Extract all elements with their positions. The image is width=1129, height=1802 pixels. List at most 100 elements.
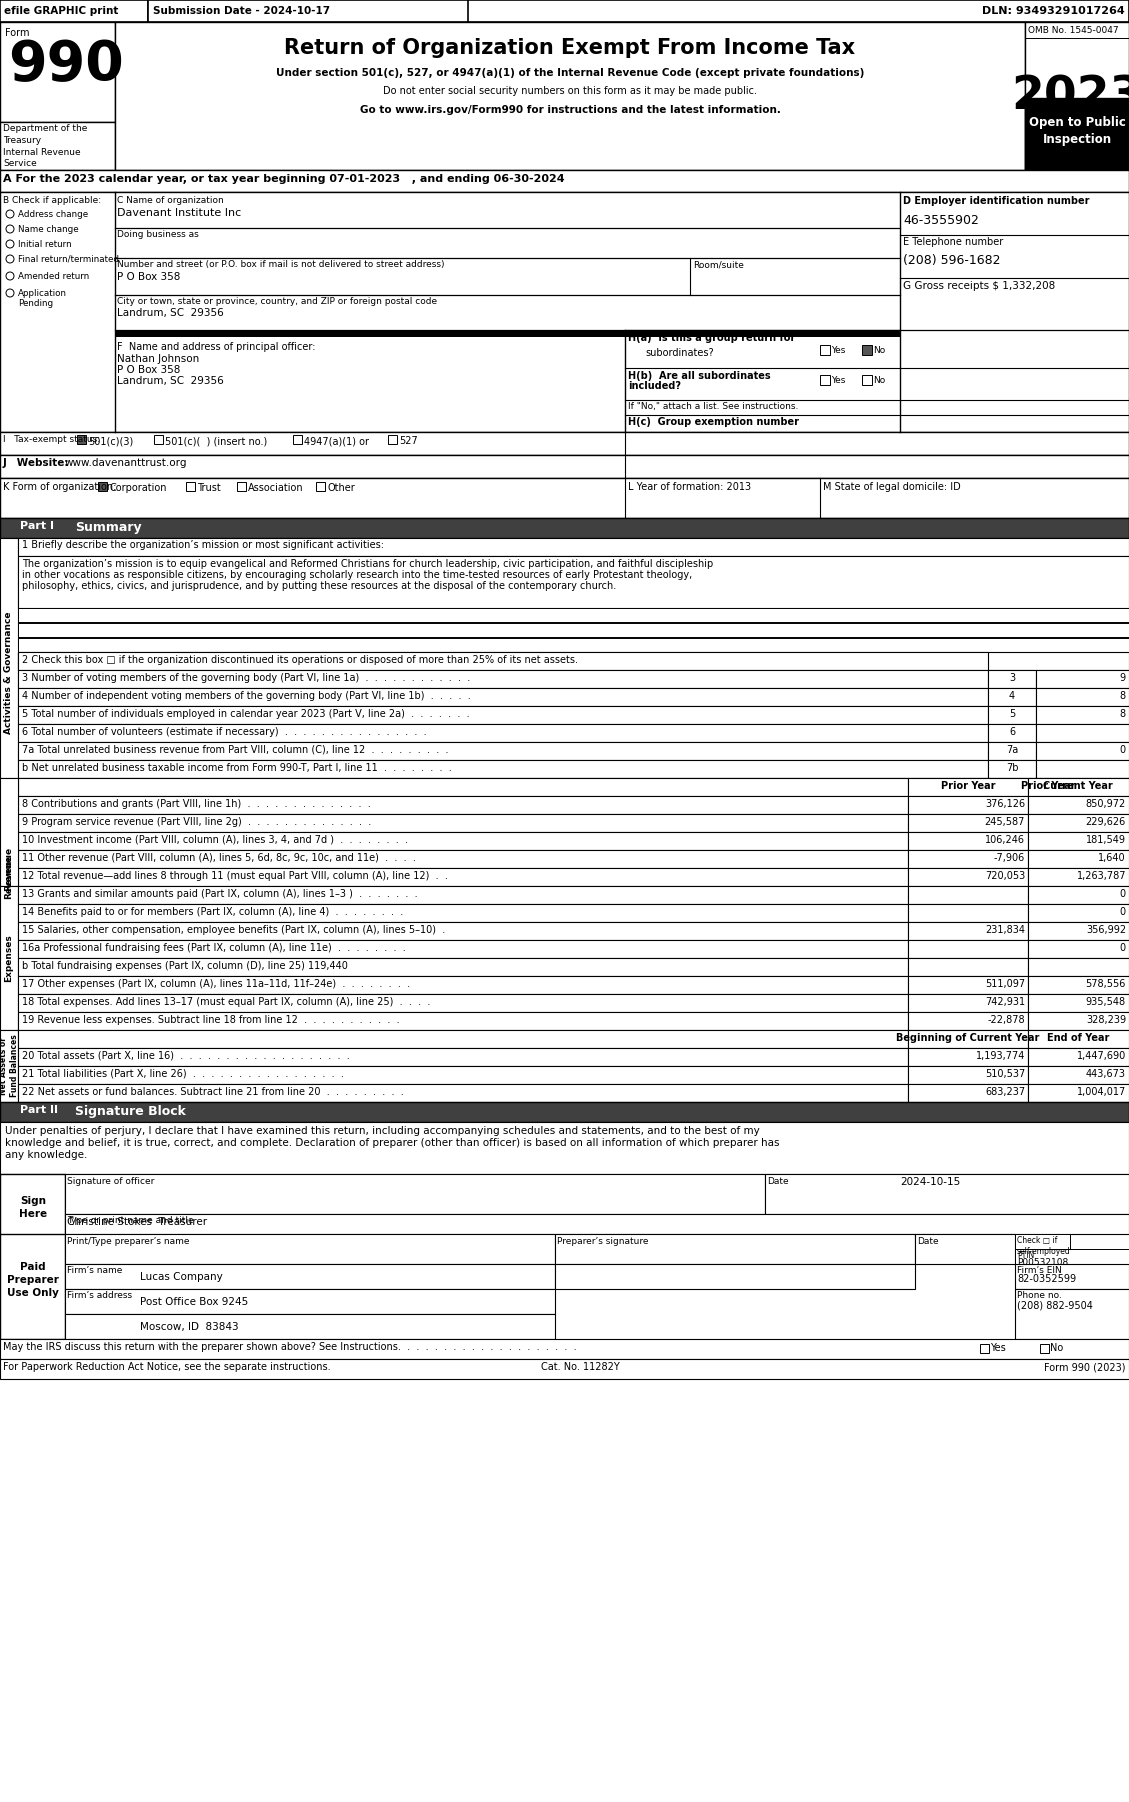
Text: E Telephone number: E Telephone number: [903, 238, 1004, 247]
Bar: [1036, 688, 1129, 706]
Bar: [1036, 670, 1129, 688]
Text: efile GRAPHIC print: efile GRAPHIC print: [5, 5, 119, 16]
Bar: [186, 481, 195, 490]
Text: Under section 501(c), 527, or 4947(a)(1) of the Internal Revenue Code (except pr: Under section 501(c), 527, or 4947(a)(1)…: [275, 68, 864, 77]
Text: 4: 4: [1009, 690, 1015, 701]
Bar: [18, 941, 908, 959]
Bar: [988, 742, 1036, 760]
Text: Amended return: Amended return: [18, 272, 89, 281]
Bar: [154, 434, 163, 443]
Text: 10 Investment income (Part VIII, column (A), lines 3, 4, and 7d )  .  .  .  .  .: 10 Investment income (Part VIII, column …: [21, 834, 408, 845]
Bar: [0, 1123, 1129, 1173]
Text: 14 Benefits paid to or for members (Part IX, column (A), line 4)  .  .  .  .  . : 14 Benefits paid to or for members (Part…: [21, 906, 403, 917]
Text: P O Box 358: P O Box 358: [117, 272, 181, 281]
Bar: [65, 1263, 555, 1288]
Text: 12 Total revenue—add lines 8 through 11 (must equal Part VIII, column (A), line : 12 Total revenue—add lines 8 through 11 …: [21, 870, 448, 881]
Text: Paid
Preparer
Use Only: Paid Preparer Use Only: [7, 1261, 59, 1299]
Text: 6: 6: [1009, 726, 1015, 737]
Text: Nathan Johnson: Nathan Johnson: [117, 353, 199, 364]
Bar: [18, 760, 988, 778]
Text: DLN: 93493291017264: DLN: 93493291017264: [982, 5, 1124, 16]
Text: I   Tax-exempt status:: I Tax-exempt status:: [3, 434, 100, 443]
Bar: [908, 815, 1029, 833]
Text: If "No," attach a list. See instructions.: If "No," attach a list. See instructions…: [628, 402, 798, 411]
Bar: [988, 724, 1036, 742]
Bar: [0, 454, 1129, 478]
Text: 15 Salaries, other compensation, employee benefits (Part IX, column (A), lines 5: 15 Salaries, other compensation, employe…: [21, 924, 445, 935]
Text: Association: Association: [248, 483, 304, 494]
Bar: [18, 724, 988, 742]
Text: 106,246: 106,246: [984, 834, 1025, 845]
Bar: [820, 375, 830, 386]
Text: 5 Total number of individuals employed in calendar year 2023 (Part V, line 2a)  : 5 Total number of individuals employed i…: [21, 708, 470, 719]
Text: in other vocations as responsible citizens, by encouraging scholarly research in: in other vocations as responsible citize…: [21, 569, 692, 580]
Bar: [0, 1103, 1129, 1123]
Text: 1,004,017: 1,004,017: [1077, 1087, 1126, 1097]
Text: M State of legal domicile: ID: M State of legal domicile: ID: [823, 481, 961, 492]
Bar: [18, 557, 1129, 607]
Text: Current Year: Current Year: [1043, 780, 1113, 791]
Bar: [65, 1288, 555, 1314]
Text: Print/Type preparer’s name: Print/Type preparer’s name: [67, 1236, 190, 1245]
Bar: [1029, 851, 1129, 869]
Bar: [1029, 1049, 1129, 1067]
Text: Final return/terminated: Final return/terminated: [18, 256, 119, 265]
Bar: [18, 1067, 908, 1085]
Bar: [18, 670, 988, 688]
Bar: [0, 0, 148, 22]
Bar: [1029, 869, 1129, 887]
Text: City or town, state or province, country, and ZIP or foreign postal code: City or town, state or province, country…: [117, 297, 437, 306]
Bar: [65, 1173, 765, 1215]
Text: 720,053: 720,053: [984, 870, 1025, 881]
Bar: [1029, 1013, 1129, 1031]
Bar: [1015, 1263, 1129, 1288]
Text: 501(c)(  ) (insert no.): 501(c)( ) (insert no.): [165, 436, 268, 447]
Text: F  Name and address of principal officer:: F Name and address of principal officer:: [117, 342, 315, 351]
Bar: [18, 923, 908, 941]
Bar: [908, 977, 1029, 995]
Text: Type or print name and title: Type or print name and title: [67, 1216, 194, 1225]
Bar: [908, 1031, 1029, 1049]
Bar: [1029, 959, 1129, 977]
Text: philosophy, ethics, civics, and jurisprudence, and by putting these resources at: philosophy, ethics, civics, and jurispru…: [21, 580, 616, 591]
Bar: [18, 815, 908, 833]
Text: 850,972: 850,972: [1086, 798, 1126, 809]
Text: 7b: 7b: [1006, 762, 1018, 773]
Bar: [1029, 778, 1129, 796]
Text: 8: 8: [1119, 708, 1124, 719]
Text: Christine Stokes  Treasurer: Christine Stokes Treasurer: [67, 1216, 207, 1227]
Text: Yes: Yes: [831, 377, 846, 386]
Text: Submission Date - 2024-10-17: Submission Date - 2024-10-17: [154, 5, 330, 16]
Text: 3: 3: [1009, 672, 1015, 683]
Bar: [18, 652, 1129, 670]
Bar: [0, 1339, 1129, 1359]
Bar: [908, 778, 1029, 796]
Text: 742,931: 742,931: [984, 997, 1025, 1007]
Text: For Paperwork Reduction Act Notice, see the separate instructions.: For Paperwork Reduction Act Notice, see …: [3, 1362, 331, 1371]
Text: G Gross receipts $ 1,332,208: G Gross receipts $ 1,332,208: [903, 281, 1056, 290]
Text: H(c)  Group exemption number: H(c) Group exemption number: [628, 416, 799, 427]
Text: www.davenanttrust.org: www.davenanttrust.org: [65, 458, 187, 469]
Text: 0: 0: [1119, 744, 1124, 755]
Bar: [18, 1049, 908, 1067]
Text: 0: 0: [1120, 906, 1126, 917]
Bar: [908, 1067, 1029, 1085]
Text: Net Assets or
Fund Balances: Net Assets or Fund Balances: [0, 1034, 19, 1097]
Text: 4 Number of independent voting members of the governing body (Part VI, line 1b) : 4 Number of independent voting members o…: [21, 690, 471, 701]
Text: Yes: Yes: [831, 346, 846, 355]
Text: B Check if applicable:: B Check if applicable:: [3, 196, 102, 205]
Text: Yes: Yes: [990, 1342, 1006, 1353]
Bar: [18, 778, 988, 796]
Bar: [1015, 1288, 1129, 1339]
Text: knowledge and belief, it is true, correct, and complete. Declaration of preparer: knowledge and belief, it is true, correc…: [5, 1139, 779, 1148]
Text: 4947(a)(1) or: 4947(a)(1) or: [304, 436, 369, 447]
Bar: [65, 1234, 555, 1263]
Bar: [863, 344, 872, 355]
Bar: [18, 638, 1129, 652]
Text: May the IRS discuss this return with the preparer shown above? See Instructions.: May the IRS discuss this return with the…: [3, 1342, 577, 1352]
Text: 1,447,690: 1,447,690: [1077, 1051, 1126, 1061]
Text: 181,549: 181,549: [1086, 834, 1126, 845]
Text: OMB No. 1545-0047: OMB No. 1545-0047: [1029, 25, 1119, 34]
Bar: [1029, 1067, 1129, 1085]
Bar: [0, 778, 18, 960]
